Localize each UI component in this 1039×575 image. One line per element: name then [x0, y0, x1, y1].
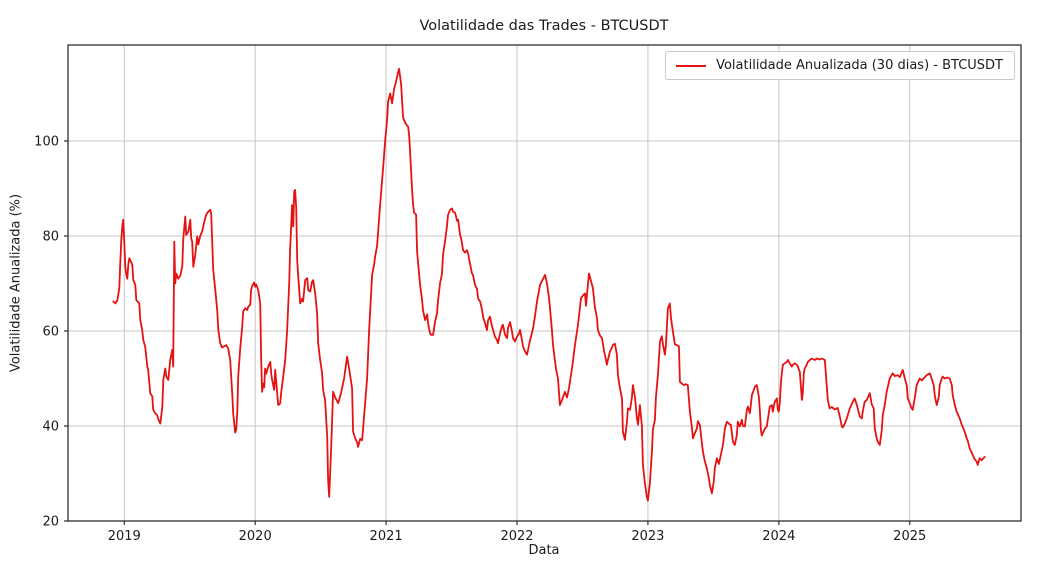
y-tick-label: 20: [42, 515, 59, 530]
x-tick-label: 2024: [762, 529, 795, 544]
x-tick-label: 2019: [108, 529, 141, 544]
x-tick-label: 2022: [500, 529, 533, 544]
x-tick-label: 2023: [631, 529, 664, 544]
x-tick-label: 2021: [370, 529, 403, 544]
y-tick-label: 80: [42, 229, 59, 244]
legend-line-swatch-icon: [676, 64, 707, 67]
x-axis-title: Data: [528, 543, 560, 558]
legend-label: Volatilidade Anualizada (30 dias) - BTCU…: [716, 58, 1003, 73]
axes-spines: [67, 44, 1022, 522]
y-axis-title: Volatilidade Anualizada (%): [8, 193, 24, 373]
chart-title: Volatilidade das Trades - BTCUSDT: [419, 18, 669, 34]
x-tick-label: 2020: [239, 529, 272, 544]
x-tick-label: 2025: [893, 529, 926, 544]
y-tick-label: 60: [42, 324, 59, 339]
volatility-line-series: [112, 67, 986, 502]
y-tick-label: 40: [42, 419, 59, 434]
y-tick-label: 100: [34, 134, 59, 149]
legend: Volatilidade Anualizada (30 dias) - BTCU…: [665, 51, 1015, 80]
